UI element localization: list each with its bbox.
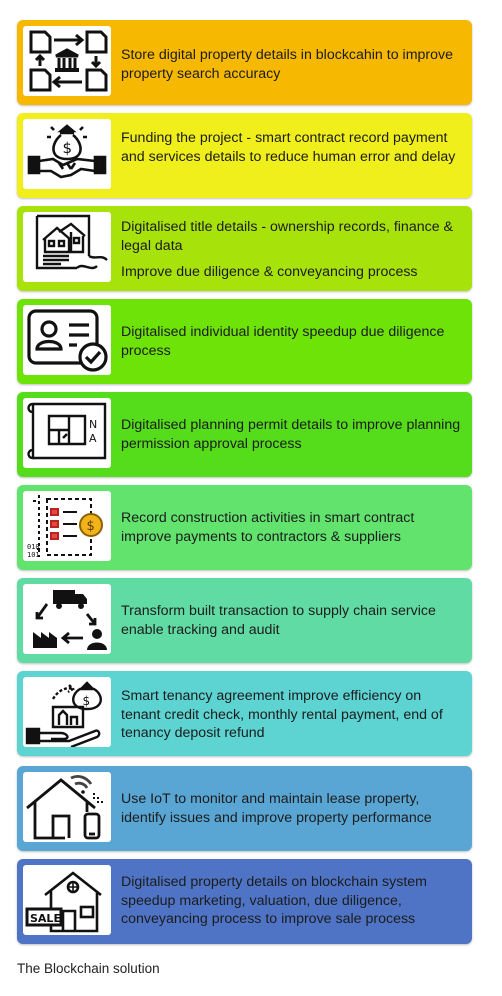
contract-coin-icon: $ 010 101 (23, 491, 111, 561)
step-text-2: Funding the project - smart contract rec… (121, 129, 462, 166)
step-card-7: Transform built transaction to supply ch… (17, 578, 472, 663)
step-5-description: Digitalised planning permit details to i… (121, 417, 461, 452)
svg-text:$: $ (83, 694, 91, 708)
step-card-5: N A Digitalised planning permit details … (17, 392, 472, 477)
step-10-description: Digitalised property details on blockcha… (121, 874, 427, 927)
supply-chain-cycle-icon (23, 584, 111, 654)
floor-plan-icon: N A (23, 398, 111, 468)
svg-text:010: 010 (27, 543, 40, 551)
step-card-4: Digitalised individual identity speedup … (17, 299, 472, 384)
step-1-description: Store digital property details in blockc… (121, 47, 453, 82)
step-card-3: Digitalised title details - ownership re… (17, 206, 472, 291)
step-4-description: Digitalised individual identity speedup … (121, 324, 445, 359)
hand-money-house-icon: $ (23, 677, 111, 747)
step-card-10: SALE Digitalised property details on blo… (17, 859, 472, 944)
step-text-7: Transform built transaction to supply ch… (121, 602, 462, 639)
step-card-9: Use IoT to monitor and maintain lease pr… (17, 766, 472, 851)
step-text-8: Smart tenancy agreement improve efficien… (121, 687, 462, 743)
step-card-1: Store digital property details in blockc… (17, 20, 472, 105)
step-3-description-2: Improve due diligence & conveyancing pro… (121, 264, 418, 280)
step-6-description: Record construction activities in smart … (121, 510, 415, 545)
figure-caption: The Blockchain solution (17, 961, 160, 976)
svg-text:$: $ (87, 519, 95, 534)
step-card-6: $ 010 101 Record construction activities… (17, 485, 472, 570)
house-for-sale-icon: SALE (23, 865, 111, 935)
svg-text:A: A (89, 432, 97, 445)
step-text-4: Digitalised individual identity speedup … (121, 323, 462, 360)
step-8-description: Smart tenancy agreement improve efficien… (121, 688, 443, 741)
step-text-10: Digitalised property details on blockcha… (121, 873, 462, 929)
step-3-description: Digitalised title details - ownership re… (121, 219, 453, 254)
svg-text:SALE: SALE (30, 912, 61, 925)
id-card-check-icon (23, 305, 111, 375)
step-9-description: Use IoT to monitor and maintain lease pr… (121, 791, 432, 826)
step-text-3: Digitalised title details - ownership re… (121, 218, 462, 282)
step-card-8: $ Smart tenancy agreement improve effici… (17, 671, 472, 756)
step-text-6: Record construction activities in smart … (121, 509, 462, 546)
step-card-2: $ Funding the project - smart contract r… (17, 113, 472, 198)
step-text-5: Digitalised planning permit details to i… (121, 416, 462, 453)
step-7-description: Transform built transaction to supply ch… (121, 603, 436, 638)
step-text-1: Store digital property details in blockc… (121, 46, 462, 83)
money-bag-handshake-icon: $ (23, 119, 111, 189)
document-exchange-bank-icon (23, 26, 111, 96)
svg-text:N: N (89, 418, 97, 431)
svg-text:101: 101 (27, 551, 40, 559)
house-deed-icon (23, 212, 111, 282)
svg-text:$: $ (63, 139, 73, 157)
smart-home-phone-icon (23, 772, 111, 842)
step-text-9: Use IoT to monitor and maintain lease pr… (121, 790, 462, 827)
step-2-description: Funding the project - smart contract rec… (121, 130, 456, 165)
